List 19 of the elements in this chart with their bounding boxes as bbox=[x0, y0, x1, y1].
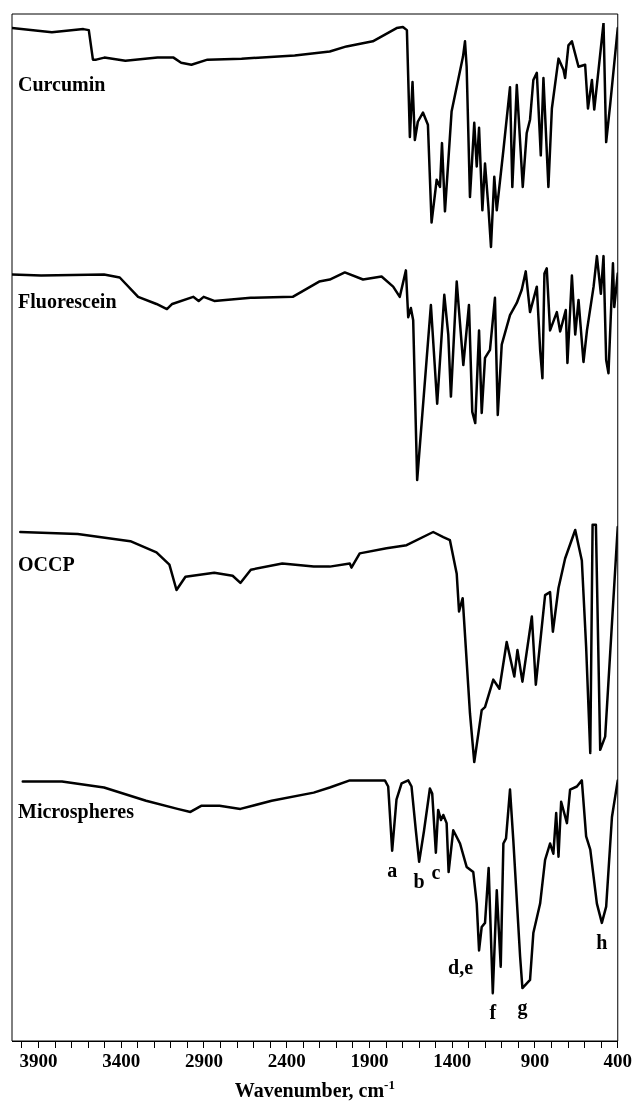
series-label: Fluorescein bbox=[18, 289, 117, 312]
x-tick-label: 400 bbox=[603, 1050, 632, 1072]
annotation: h bbox=[596, 930, 608, 953]
annotation: b bbox=[413, 869, 425, 892]
annotation: f bbox=[489, 1001, 497, 1024]
x-tick-label: 900 bbox=[520, 1050, 550, 1072]
annotation: c bbox=[431, 860, 441, 883]
annotation: d,e bbox=[448, 956, 474, 979]
x-tick-label: 1400 bbox=[433, 1050, 472, 1072]
series-label: OCCP bbox=[18, 553, 75, 576]
x-tick-label: 3900 bbox=[19, 1050, 58, 1072]
x-tick-label: 1900 bbox=[350, 1050, 389, 1072]
x-tick-label: 2900 bbox=[184, 1050, 223, 1072]
series-label: Curcumin bbox=[18, 72, 106, 95]
x-tick-label: 2400 bbox=[267, 1050, 306, 1072]
series-label: Microspheres bbox=[18, 799, 135, 823]
annotation: g bbox=[517, 996, 528, 1020]
x-tick-label: 3400 bbox=[102, 1050, 141, 1072]
annotation: a bbox=[387, 858, 398, 881]
